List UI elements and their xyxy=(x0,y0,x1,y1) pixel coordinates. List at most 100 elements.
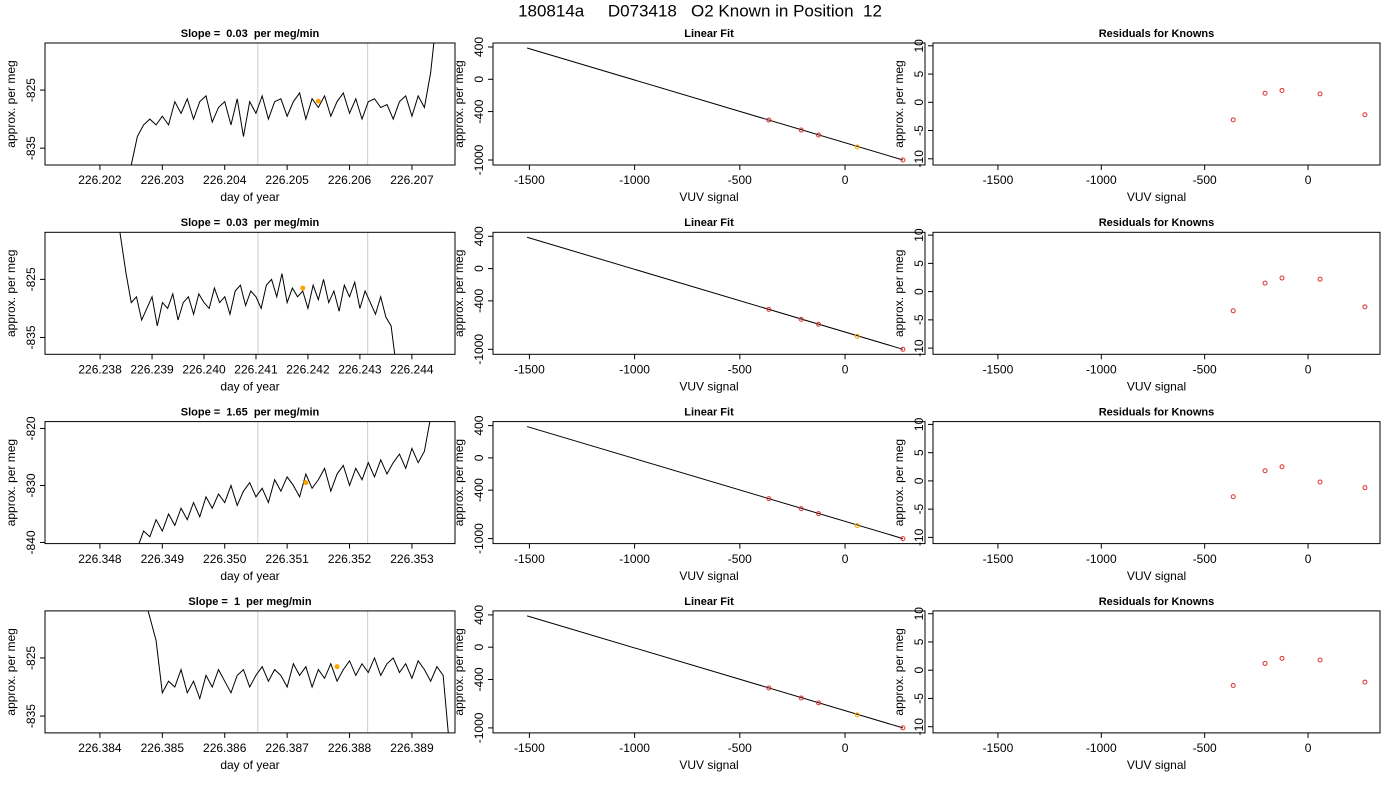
data-line xyxy=(130,43,435,165)
y-tick-label: 0 xyxy=(472,644,486,651)
x-tick-label: 226.206 xyxy=(328,173,372,187)
point xyxy=(1262,90,1268,96)
x-tick-label: 226.207 xyxy=(390,173,434,187)
point xyxy=(798,316,804,322)
x-axis-label: VUV signal xyxy=(1127,379,1186,393)
x-tick-label: -1000 xyxy=(619,741,650,755)
point xyxy=(1230,494,1236,500)
x-tick-label: 226.348 xyxy=(78,552,122,566)
x-axis-label: VUV signal xyxy=(1127,758,1186,772)
panel: Slope = 0.03 per meg/min day of year appro… xyxy=(4,28,456,204)
y-axis-label: approx. per meg xyxy=(4,60,18,147)
y-tick-label: 0 xyxy=(912,477,926,484)
x-tick-label: 226.238 xyxy=(78,362,122,376)
panel-title: Slope = 1.65 per meg/min xyxy=(181,407,320,419)
plot-area xyxy=(119,232,396,355)
x-tick-label: 226.386 xyxy=(203,741,247,755)
x-tick-label: -1500 xyxy=(514,173,545,187)
y-tick-label: -820 xyxy=(24,416,38,440)
figure-title: 180814a D073418 O2 Known in Position 12 xyxy=(518,1,882,20)
x-tick-label: 226.387 xyxy=(265,741,309,755)
x-tick-label: 0 xyxy=(1305,552,1312,566)
point xyxy=(900,725,906,731)
point xyxy=(854,523,860,529)
y-tick-label: -835 xyxy=(24,325,38,349)
y-tick-label: 0 xyxy=(912,667,926,674)
y-tick-label: 5 xyxy=(912,449,926,456)
plot-frame xyxy=(932,231,1381,355)
y-tick-label: -825 xyxy=(24,78,38,102)
data-line xyxy=(147,610,449,733)
x-tick-label: 0 xyxy=(842,741,849,755)
y-tick-label: -825 xyxy=(24,646,38,670)
x-tick-label: -500 xyxy=(1193,741,1217,755)
x-tick-label: 226.352 xyxy=(328,552,372,566)
point xyxy=(854,144,860,150)
y-tick-label: -830 xyxy=(24,473,38,497)
point xyxy=(1230,117,1236,123)
x-tick-label: -1500 xyxy=(983,552,1014,566)
point xyxy=(798,506,804,512)
x-tick-label: -1500 xyxy=(514,741,545,755)
panel: Linear Fit VUV signal approx. per meg -1500… xyxy=(452,596,926,772)
y-tick-label: -10 xyxy=(912,528,926,546)
x-tick-label: -500 xyxy=(1193,362,1217,376)
point xyxy=(854,712,860,718)
x-tick-label: 0 xyxy=(842,173,849,187)
point xyxy=(798,695,804,701)
panel: Slope = 1.65 per meg/min day of year appro… xyxy=(4,407,456,583)
y-tick-label: -1000 xyxy=(472,334,486,365)
y-axis-label: approx. per meg xyxy=(892,60,906,147)
point xyxy=(1362,679,1368,685)
panel-title: Slope = 1 per meg/min xyxy=(188,596,311,608)
x-tick-label: -1500 xyxy=(514,362,545,376)
point xyxy=(1230,682,1236,688)
y-tick-label: -5 xyxy=(912,314,926,325)
y-tick-label: -400 xyxy=(472,289,486,313)
point xyxy=(1279,87,1285,93)
y-tick-label: -835 xyxy=(24,136,38,160)
fit-line xyxy=(526,426,904,540)
point xyxy=(1362,485,1368,491)
y-tick-label: -1000 xyxy=(472,523,486,554)
point xyxy=(900,536,906,542)
plot-area xyxy=(1230,275,1368,314)
point xyxy=(854,333,860,339)
point xyxy=(1362,304,1368,310)
point xyxy=(766,685,772,691)
x-tick-label: -1000 xyxy=(1086,741,1117,755)
y-tick-label: 10 xyxy=(912,607,926,621)
y-tick-label: -5 xyxy=(912,693,926,704)
y-tick-label: 0 xyxy=(472,76,486,83)
plot-frame xyxy=(44,231,456,355)
point xyxy=(1262,468,1268,474)
plot-frame xyxy=(492,42,926,166)
y-tick-label: -5 xyxy=(912,125,926,136)
y-tick-label: 10 xyxy=(912,228,926,242)
x-tick-label: 226.243 xyxy=(338,362,382,376)
point xyxy=(1279,464,1285,470)
x-tick-label: -1000 xyxy=(1086,552,1117,566)
x-tick-label: -1500 xyxy=(514,552,545,566)
highlight-point xyxy=(334,664,340,670)
x-tick-label: 226.202 xyxy=(78,173,122,187)
panel: Slope = 0.03 per meg/min day of year appro… xyxy=(4,217,456,393)
point xyxy=(1262,660,1268,666)
panel: Residuals for Knowns VUV signal approx. pe… xyxy=(892,407,1381,583)
x-axis-label: VUV signal xyxy=(679,190,738,204)
y-axis-label: approx. per meg xyxy=(892,628,906,715)
point xyxy=(1362,112,1368,118)
y-axis-label: approx. per meg xyxy=(4,250,18,337)
y-tick-label: 0 xyxy=(912,99,926,106)
point xyxy=(1279,275,1285,281)
x-axis-label: VUV signal xyxy=(679,758,738,772)
y-tick-label: -400 xyxy=(472,478,486,502)
plot-frame xyxy=(44,42,456,166)
plot-area xyxy=(526,426,906,542)
fit-line xyxy=(526,615,904,729)
y-axis-label: approx. per meg xyxy=(452,250,466,337)
point xyxy=(1230,308,1236,314)
data-line xyxy=(119,232,396,355)
x-tick-label: 0 xyxy=(1305,173,1312,187)
x-axis-label: VUV signal xyxy=(679,569,738,583)
